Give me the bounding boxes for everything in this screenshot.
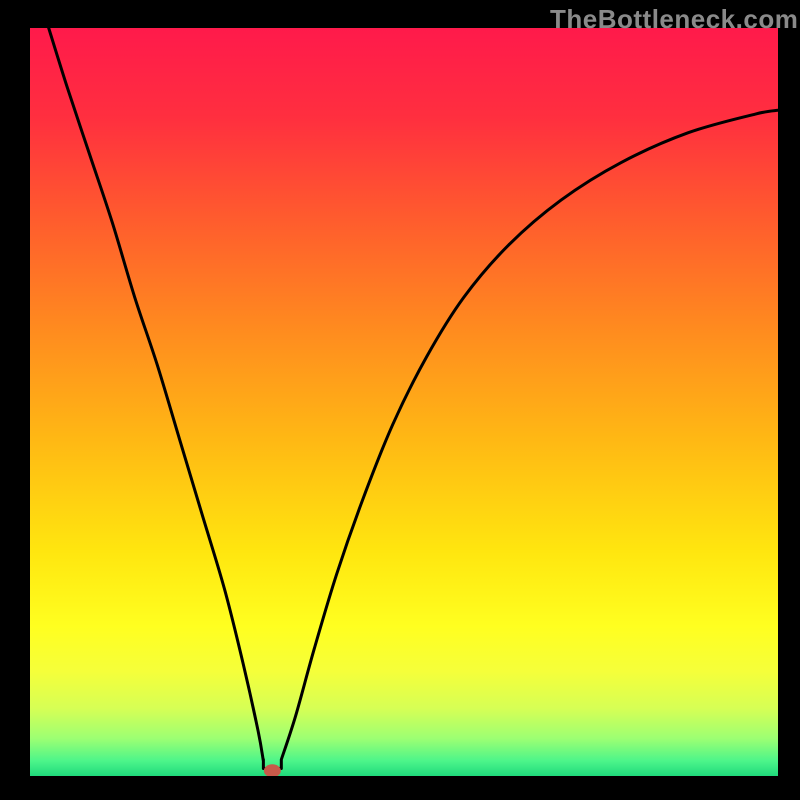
minimum-marker [264, 765, 280, 776]
watermark-text: TheBottleneck.com [550, 4, 798, 35]
chart-svg [30, 28, 778, 776]
stage: TheBottleneck.com [0, 0, 800, 800]
plot-area [30, 28, 778, 776]
